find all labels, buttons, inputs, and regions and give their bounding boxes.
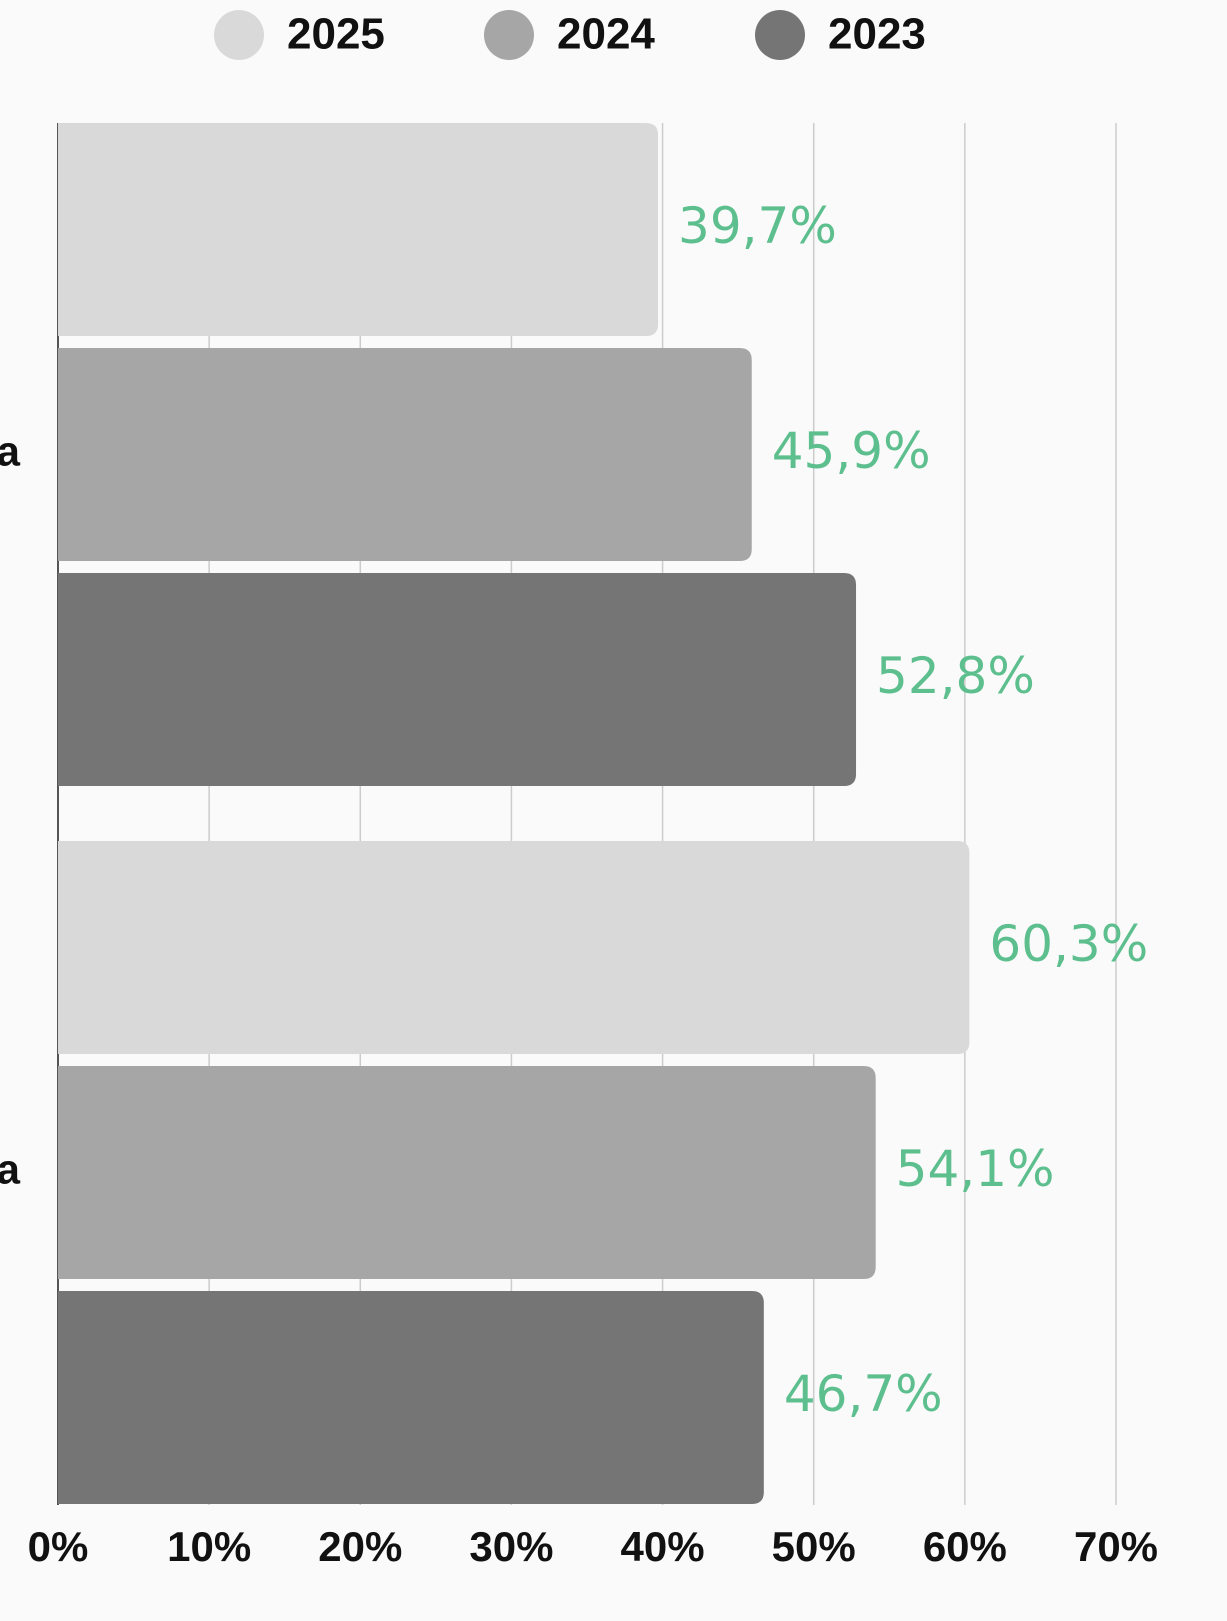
category-label: a <box>0 428 21 475</box>
value-label: 39,7% <box>678 197 837 255</box>
bar <box>58 573 857 786</box>
x-tick-label: 60% <box>923 1523 1007 1570</box>
value-label: 54,1% <box>896 1140 1055 1198</box>
value-label: 46,7% <box>784 1365 943 1423</box>
x-tick-label: 50% <box>772 1523 856 1570</box>
legend-label: 2024 <box>557 10 655 59</box>
legend-label: 2023 <box>828 10 926 59</box>
value-label: 45,9% <box>772 422 931 480</box>
x-tick-label: 40% <box>621 1523 705 1570</box>
legend-swatch <box>484 10 534 60</box>
value-label: 52,8% <box>876 647 1035 705</box>
x-tick-label: 70% <box>1074 1523 1158 1570</box>
bar <box>58 841 970 1054</box>
legend-label: 2025 <box>287 10 385 59</box>
bar <box>58 1066 876 1279</box>
x-tick-label: 0% <box>28 1523 89 1570</box>
bar <box>58 123 659 336</box>
legend-swatch <box>755 10 805 60</box>
legend-swatch <box>214 10 264 60</box>
x-tick-label: 30% <box>469 1523 553 1570</box>
category-label: a <box>0 1146 21 1193</box>
bar <box>58 348 752 561</box>
x-tick-label: 20% <box>318 1523 402 1570</box>
bar <box>58 1291 764 1504</box>
value-label: 60,3% <box>989 915 1148 973</box>
x-tick-label: 10% <box>167 1523 251 1570</box>
